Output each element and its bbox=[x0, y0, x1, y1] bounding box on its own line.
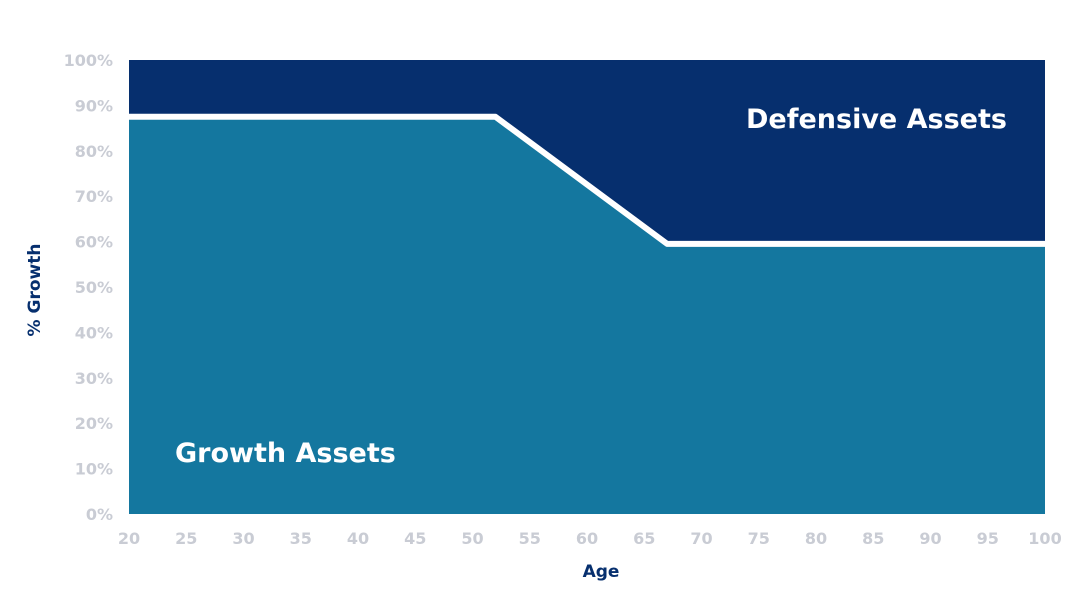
y-tick-label: 50% bbox=[75, 278, 113, 297]
x-tick-label: 70 bbox=[690, 529, 712, 548]
y-tick-label: 40% bbox=[75, 323, 113, 342]
x-tick-label: 80 bbox=[805, 529, 827, 548]
allocation-boundary-line bbox=[129, 113, 1045, 247]
x-tick-label: 20 bbox=[118, 529, 140, 548]
x-tick-label: 55 bbox=[519, 529, 541, 548]
y-tick-label: 100% bbox=[64, 51, 113, 70]
y-tick-label: 60% bbox=[75, 233, 113, 252]
y-axis-title: % Growth bbox=[25, 244, 45, 337]
y-tick-label: 80% bbox=[75, 142, 113, 161]
growth-assets-label: Growth Assets bbox=[175, 438, 396, 469]
growth-assets-area bbox=[129, 116, 1045, 514]
x-tick-label: 25 bbox=[175, 529, 197, 548]
x-tick-label: 75 bbox=[748, 529, 770, 548]
y-tick-label: 30% bbox=[75, 369, 113, 388]
x-tick-label: 100 bbox=[1028, 529, 1061, 548]
x-tick-label: 30 bbox=[232, 529, 254, 548]
y-tick-label: 90% bbox=[75, 96, 113, 115]
y-tick-label: 10% bbox=[75, 460, 113, 479]
x-tick-label: 65 bbox=[633, 529, 655, 548]
y-tick-label: 0% bbox=[86, 505, 113, 524]
x-axis-title: Age bbox=[583, 562, 620, 582]
defensive-assets-label: Defensive Assets bbox=[746, 104, 1007, 135]
y-axis-ticks: 0% 10% 20% 30% 40% 50% 60% 70% 80% 90% 100% bbox=[64, 51, 113, 524]
x-tick-label: 60 bbox=[576, 529, 598, 548]
x-tick-label: 50 bbox=[461, 529, 483, 548]
y-tick-label: 20% bbox=[75, 414, 113, 433]
x-tick-label: 45 bbox=[404, 529, 426, 548]
x-tick-label: 85 bbox=[862, 529, 884, 548]
x-tick-label: 95 bbox=[977, 529, 999, 548]
y-tick-label: 70% bbox=[75, 187, 113, 206]
x-tick-label: 90 bbox=[919, 529, 941, 548]
x-tick-label: 35 bbox=[290, 529, 312, 548]
x-tick-label: 40 bbox=[347, 529, 369, 548]
x-axis-ticks: 20 25 30 35 40 45 50 55 60 65 70 75 80 85 90 95 100 bbox=[118, 529, 1062, 548]
